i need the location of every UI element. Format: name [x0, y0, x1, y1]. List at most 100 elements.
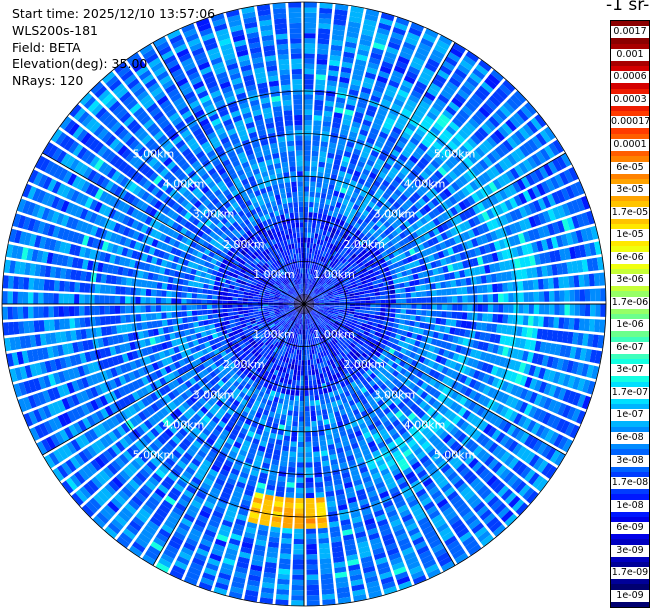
ray-gate: [341, 274, 347, 279]
ray-gate: [522, 417, 532, 430]
ray-gate: [356, 101, 367, 109]
ray-gate: [232, 490, 243, 499]
ray-gate: [321, 356, 326, 363]
ray-gate: [111, 518, 124, 531]
ray-gate: [374, 419, 382, 428]
ray-gate: [342, 343, 348, 350]
ray-gate: [353, 329, 359, 335]
ray-gate: [422, 67, 435, 77]
ray-gate: [348, 163, 356, 170]
ray-gate: [365, 238, 372, 246]
ray-gate: [497, 485, 510, 498]
ray-gate: [414, 465, 425, 475]
ray-gate: [557, 436, 569, 450]
ray-gate: [370, 252, 377, 259]
ray-gate: [339, 307, 345, 310]
ray-gate: [175, 418, 185, 427]
ray-gate: [508, 495, 521, 509]
ray-gate: [431, 304, 437, 310]
ray-gate: [319, 316, 324, 321]
ray-gate: [379, 571, 393, 580]
ray-gate: [295, 359, 299, 365]
ray-gate: [338, 208, 345, 215]
ray-gate: [335, 285, 342, 290]
ray-gate: [256, 450, 265, 458]
ray-gate: [427, 130, 438, 140]
ray-gate: [104, 526, 118, 539]
ray-gate: [390, 556, 403, 566]
ray-gate: [382, 581, 396, 590]
ray-gate: [418, 400, 428, 409]
ray-gate: [384, 504, 396, 514]
ray-gate: [591, 257, 599, 271]
ray-gate: [344, 334, 350, 339]
ray-gate: [229, 403, 238, 412]
ray-gate: [342, 119, 352, 126]
ray-gate: [498, 419, 508, 431]
ray-gate: [78, 450, 89, 464]
ray-gate: [434, 170, 444, 180]
ray-gate: [341, 397, 348, 404]
ray-gate: [383, 121, 393, 131]
ray-gate: [404, 250, 411, 258]
ray-gate: [200, 406, 209, 415]
ray-gate: [516, 109, 529, 122]
ray-gate: [438, 35, 453, 46]
ray-gate: [381, 204, 389, 213]
ray-gate: [466, 312, 473, 321]
ray-gate: [122, 384, 131, 395]
ray-gate: [346, 189, 353, 197]
ray-gate: [472, 430, 482, 441]
ray-gate: [315, 405, 321, 411]
ray-gate: [476, 448, 487, 460]
ray-gate: [416, 304, 422, 309]
ray-gate: [208, 339, 216, 346]
ray-gate: [155, 562, 170, 573]
ray-gate: [548, 277, 554, 289]
ray-gate: [445, 452, 456, 463]
ray-gate: [308, 212, 313, 218]
ray-gate: [132, 402, 142, 413]
ray-gate: [297, 307, 301, 312]
ray-gate: [340, 331, 346, 336]
ray-gate: [304, 309, 306, 315]
ray-gate: [431, 514, 444, 525]
ray-gate: [522, 231, 531, 243]
ray-gate: [343, 312, 349, 316]
ray-gate: [286, 330, 291, 336]
ray-gate: [305, 472, 314, 478]
ray-gate: [293, 369, 298, 376]
ray-gate: [288, 456, 296, 463]
ray-gate: [341, 374, 348, 382]
ray-gate: [168, 372, 176, 381]
ray-gate: [510, 150, 522, 163]
ray-gate: [404, 421, 414, 431]
ray-gate: [354, 306, 361, 310]
ray-gate: [370, 94, 381, 103]
ray-gate: [358, 329, 365, 334]
ray-gate: [446, 81, 459, 92]
ray-gate: [264, 340, 270, 346]
ray-gate: [538, 395, 548, 408]
ray-gate: [220, 491, 231, 500]
ray-gate: [352, 521, 364, 529]
ray-gate: [432, 362, 440, 371]
ray-gate: [454, 68, 468, 80]
ray-gate: [341, 182, 349, 190]
ray-gate: [390, 149, 400, 158]
ray-gate: [309, 196, 315, 203]
ray-gate: [428, 345, 436, 353]
ray-gate: [394, 175, 403, 184]
ray-gate: [308, 318, 312, 324]
ray-gate: [517, 315, 524, 325]
ray-gate: [408, 65, 421, 76]
ray-gate: [341, 329, 347, 334]
ray-gate: [459, 466, 471, 478]
ray-gate: [369, 329, 376, 335]
ray-gate: [276, 330, 282, 336]
ray-gate: [290, 390, 295, 396]
ray-gate: [412, 327, 419, 334]
ray-gate: [288, 313, 293, 318]
ray-gate: [304, 375, 308, 381]
ray-gate: [429, 106, 441, 117]
